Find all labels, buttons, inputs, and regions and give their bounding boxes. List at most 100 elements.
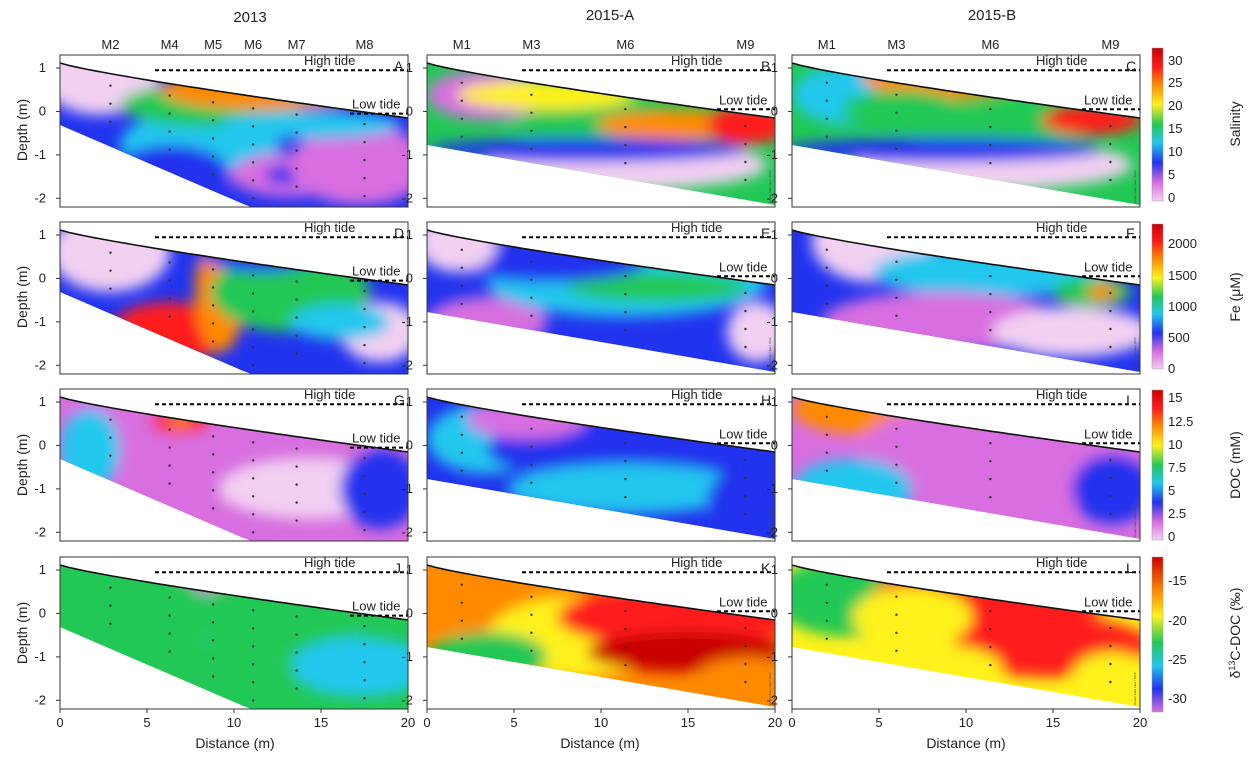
column-title-2015a: 2015-A: [586, 7, 634, 24]
sample-point: [295, 651, 298, 654]
sample-point: [460, 266, 463, 269]
sample-point: [295, 615, 298, 618]
x-tick-label: 15: [681, 715, 695, 730]
low-tide-label: Low tide: [1084, 259, 1132, 274]
sample-point: [1109, 662, 1112, 666]
field-blobs: [60, 230, 408, 362]
sample-point: [744, 680, 747, 684]
sample-point: [251, 125, 255, 128]
sample-point: [211, 489, 215, 492]
sample-point: [460, 135, 463, 138]
x-tick-label: 10: [594, 715, 608, 730]
sample-point: [825, 248, 828, 251]
sample-point: [251, 328, 255, 331]
colorbar-fe: [1151, 223, 1164, 370]
y-tick-label: 1: [39, 60, 46, 75]
sample-point: [1109, 124, 1112, 128]
sample-point: [825, 117, 828, 120]
sample-point: [744, 327, 747, 331]
sample-point: [109, 418, 112, 421]
well-label: M5: [204, 37, 222, 52]
y-tick-label: -1: [401, 147, 413, 162]
sample-point: [989, 125, 992, 129]
sample-point: [624, 125, 627, 129]
contour-field: [60, 63, 408, 207]
sample-point: [251, 699, 255, 702]
x-tick-label: 20: [768, 715, 782, 730]
sample-point: [109, 622, 112, 625]
contour-field: [427, 565, 775, 707]
cb-tick: 30: [1168, 53, 1182, 68]
x-label-col1: Distance (m): [195, 735, 274, 751]
sample-point: [825, 637, 828, 640]
sample-point: [624, 441, 627, 445]
y-tick-label: 1: [771, 394, 778, 409]
contour-blob: [160, 70, 360, 110]
low-tide-label: Low tide: [352, 431, 400, 446]
cb-tick: -20: [1168, 613, 1187, 628]
contour-blob: [110, 145, 230, 205]
panel-g: High tide Low tide G 1 0 -1 -2: [34, 387, 409, 542]
sample-point: [109, 604, 112, 607]
sample-point: [895, 314, 898, 317]
odv-credit: Ocean Data View / DIVA: [768, 504, 772, 537]
sample-point: [460, 601, 463, 604]
contour-field: [792, 565, 1140, 707]
panel-frame: [59, 388, 409, 542]
sample-point: [744, 458, 747, 462]
sample-point: [211, 340, 215, 343]
panel-frame: [59, 54, 409, 208]
beach-surface-line: [59, 564, 409, 621]
sample-point: [211, 173, 215, 176]
sample-point: [211, 322, 215, 325]
well-label: M9: [736, 37, 754, 52]
contour-field: [60, 565, 408, 709]
panel-b: High tide Low tide B M1 M3 M6 M9 Ocean Data Vie…: [401, 37, 776, 208]
sample-point: [168, 596, 171, 599]
y-tick-label: 0: [771, 103, 778, 118]
sample-point: [530, 463, 533, 466]
sample-point: [989, 663, 992, 667]
sample-point: [744, 291, 747, 295]
contour-blob: [567, 272, 747, 302]
sample-point: [744, 345, 747, 349]
y-tick-label: 1: [771, 562, 778, 577]
sample-point: [460, 583, 463, 586]
y-tick-label: -2: [34, 692, 46, 707]
sample-point: [251, 663, 255, 666]
column-title-2015b: 2015-B: [968, 7, 1016, 24]
high-tide-label: High tide: [304, 555, 355, 570]
sample-point: [530, 314, 533, 317]
contour-blob: [707, 469, 775, 529]
cb-tick: 15: [1168, 390, 1182, 405]
field-blobs: [60, 397, 408, 529]
sample-point: [109, 436, 112, 439]
y-tick-label: -1: [34, 649, 46, 664]
sample-point: [624, 459, 627, 463]
y-tick-label: 0: [771, 437, 778, 452]
well-label: M1: [453, 37, 471, 52]
odv-credit: Ocean Data View / DIVA: [1133, 504, 1137, 537]
sample-point: [363, 492, 366, 496]
sample-point: [363, 307, 366, 311]
contour-blob: [792, 138, 1102, 162]
sample-point: [363, 474, 366, 478]
sample-point: [168, 148, 171, 151]
sample-point: [744, 512, 747, 516]
y-tick-label: -2: [401, 524, 413, 539]
panel-letter: E: [761, 225, 770, 241]
sample-point: [251, 179, 255, 182]
high-tide-label: High tide: [671, 53, 722, 68]
sample-point: [211, 507, 215, 510]
sample-point: [211, 155, 215, 158]
sample-point: [295, 501, 298, 504]
sample-point: [744, 178, 747, 182]
colorbar-ticks-doc: 15 12.5 10 7.5 5 2.5 0: [1168, 390, 1193, 544]
contour-field: [427, 397, 775, 539]
sample-point: [895, 649, 898, 652]
contour-blob: [70, 567, 210, 667]
sample-point: [895, 613, 898, 616]
contour-blob: [290, 125, 408, 205]
y-tick-label: -2: [766, 357, 778, 372]
